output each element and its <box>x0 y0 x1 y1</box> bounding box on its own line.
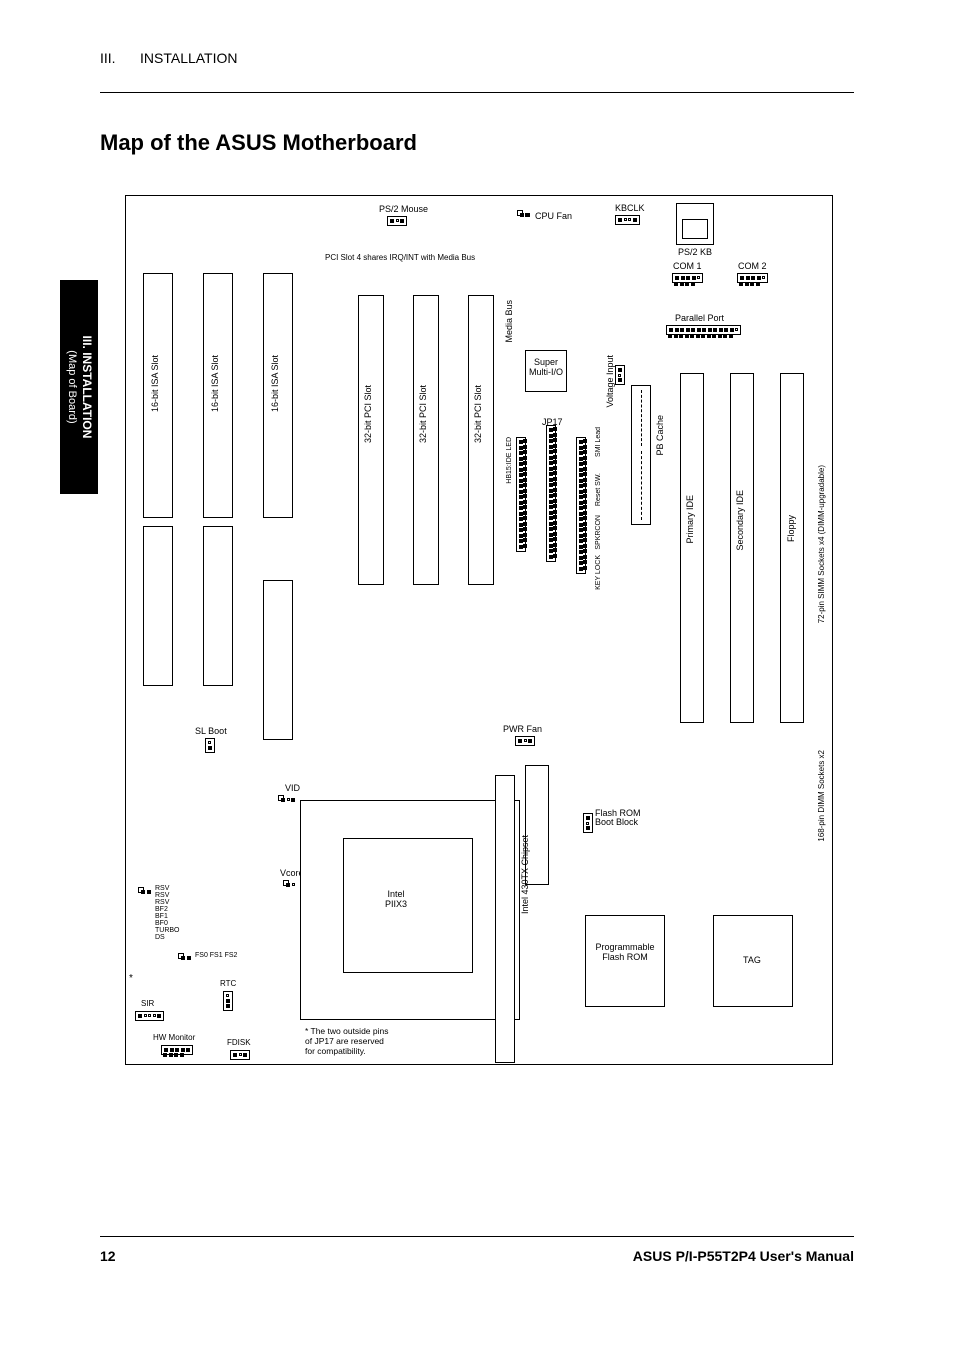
sir-header <box>135 1011 164 1021</box>
com1-label: COM 1 <box>673 261 702 271</box>
header-section-number: III. <box>100 50 116 66</box>
sl-boot-header <box>205 738 215 753</box>
floppy-label: Floppy <box>786 515 796 542</box>
pwr-fan-header <box>515 736 535 746</box>
parallel-header-2 <box>668 334 733 338</box>
bf-rsv-2: RSV <box>155 892 169 899</box>
bf-bf2: BF2 <box>155 906 168 913</box>
ps2-kb-inner <box>682 219 708 239</box>
pci-slot-3-label: 32-bit PCI Slot <box>418 385 428 443</box>
page-number: 12 <box>100 1248 116 1264</box>
parallel-label: Parallel Port <box>675 313 724 323</box>
jp17-label: JP17 <box>542 417 563 427</box>
tx-chipset <box>495 775 515 1063</box>
panel-speaker-label: SPKRCON <box>595 515 602 550</box>
primary-ide <box>680 373 704 723</box>
fdisk-label: FDISK <box>227 1038 251 1047</box>
side-tab-subtitle: (Map of Board) <box>66 350 78 423</box>
isa-slot-3-bot <box>263 580 293 740</box>
isa-slot-1-bot <box>143 526 173 686</box>
bf-bf0: BF0 <box>155 920 168 927</box>
flash-rom-label: ProgrammableFlash ROM <box>583 943 667 963</box>
ps2-mouse-label: PS/2 Mouse <box>379 204 428 214</box>
rtc-label: RTC <box>220 979 236 988</box>
vid-header <box>278 795 284 801</box>
pci-slot-2-label: 32-bit PCI Slot <box>473 385 483 443</box>
tag-label: TAG <box>743 955 761 965</box>
floppy-connector <box>780 373 804 723</box>
ps2-kb-label: PS/2 KB <box>678 247 712 257</box>
com2-header-row2 <box>739 282 760 286</box>
pci-slot-4-label: 32-bit PCI Slot <box>363 385 373 443</box>
media-bus-label: Media Bus <box>504 300 514 343</box>
manual-title: ASUS P/I-P55T2P4 User's Manual <box>633 1248 854 1264</box>
idled-label: HB15:IDE LED <box>506 437 513 484</box>
primary-ide-label: Primary IDE <box>685 495 695 544</box>
hw-header-row2 <box>163 1053 184 1057</box>
bf-turbo: TURBO <box>155 927 180 934</box>
simm-label: 72-pin SIMM Sockets x4 (DIMM-upgradable) <box>817 465 826 623</box>
jp17-footnote: * The two outside pinsof JP17 are reserv… <box>305 1027 388 1056</box>
flash-boot-header <box>583 813 593 833</box>
vid-label: VID <box>285 783 300 793</box>
fs-header <box>178 953 184 959</box>
bf-rsv-3: RSV <box>155 899 169 906</box>
rtc-header <box>223 991 233 1011</box>
hw-label: HW Monitor <box>153 1033 195 1042</box>
fdisk-header <box>230 1050 250 1060</box>
header-rule <box>100 92 854 93</box>
isa-slot-2-bot <box>203 526 233 686</box>
panel-smi-label: SMI Lead <box>595 427 602 457</box>
bf-rsv-1: RSV <box>155 885 169 892</box>
cache-slot-lower <box>631 447 651 525</box>
tx-label: Intel 430TX Chipset <box>521 835 531 914</box>
bf-ds: DS <box>155 934 165 941</box>
isa-slot-3-label: 16-bit ISA Slot <box>270 355 280 412</box>
panel-reset-label: Reset SW. <box>595 473 602 506</box>
voltage-input-label: Voltage Input <box>605 355 615 408</box>
sir-label: SIR <box>141 999 154 1008</box>
bf-bf1: BF1 <box>155 913 168 920</box>
fs-label: FS0 FS1 FS2 <box>195 952 215 959</box>
isa-slot-1-label: 16-bit ISA Slot <box>150 355 160 412</box>
pci4-share-label: PCI Slot 4 shares IRQ/INT with Media Bus <box>325 253 475 262</box>
flash-boot-label: Flash ROMBoot Block <box>595 809 641 827</box>
footer-rule <box>100 1236 854 1237</box>
isa-slot-2-label: 16-bit ISA Slot <box>210 355 220 412</box>
side-tab: III. INSTALLATION (Map of Board) <box>60 280 98 494</box>
ps2-mouse-header <box>387 216 407 226</box>
pwr-fan-label: PWR Fan <box>503 724 542 734</box>
vcore-header <box>283 880 289 886</box>
secondary-ide-label: Secondary IDE <box>735 490 745 551</box>
star: * <box>129 973 133 984</box>
panel-keylock-label: KEY LOCK <box>595 555 602 590</box>
side-tab-title: III. INSTALLATION <box>80 336 94 439</box>
dimm-label: 168-pin DIMM Sockets x2 <box>817 750 826 842</box>
cache-label: PB Cache <box>655 415 665 456</box>
piix3-chip <box>343 838 473 973</box>
page-heading: Map of the ASUS Motherboard <box>100 130 417 156</box>
super-io-label: SuperMulti-I/O <box>529 358 563 378</box>
kbclk-header <box>615 215 640 225</box>
motherboard-diagram: PS/2 Mouse CPU Fan KBCLK PS/2 KB COM 1 <box>125 195 833 1065</box>
com2-label: COM 2 <box>738 261 767 271</box>
sl-boot-label: SL Boot <box>195 726 227 736</box>
cpu-fan-header <box>517 210 523 216</box>
piix3-label: IntelPIIX3 <box>385 890 407 910</box>
header-section-title: INSTALLATION <box>140 50 854 66</box>
cpu-fan-label: CPU Fan <box>535 211 572 221</box>
voltage-input-header <box>615 365 625 385</box>
bf-header <box>138 887 144 893</box>
kbclk-label: KBCLK <box>615 203 645 213</box>
com1-header-row2 <box>674 282 695 286</box>
